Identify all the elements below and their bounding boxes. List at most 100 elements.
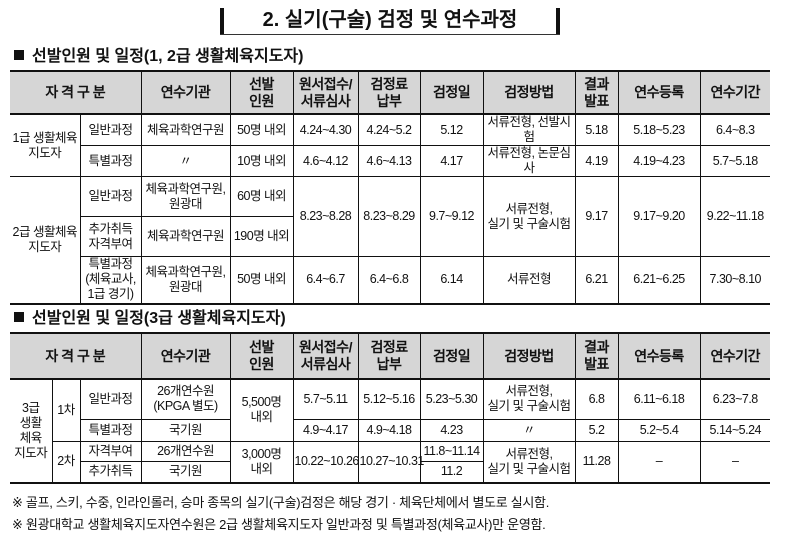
table-cell: 5.18: [574, 113, 619, 146]
table-cell: 추가취득: [79, 460, 142, 484]
table-cell: 5,500명 내외: [229, 378, 294, 442]
table-cell: 〃: [482, 418, 576, 442]
column-header: 자 격 구 분: [10, 333, 142, 380]
column-header: 검정일: [419, 71, 484, 115]
table-cell: 추가취득 자격부여: [79, 216, 142, 257]
table-cell: 6.8: [574, 378, 619, 420]
table-cell: 11.28: [574, 440, 619, 484]
table-cell: 10.27~10.31: [357, 440, 424, 484]
table-cell: 체육과학연구원, 원광대: [140, 256, 231, 304]
schedule-table-level-3: 자 격 구 분 연수기관 선발 인원 원서접수/ 서류심사 검정료 납부 검정일 검정방법 결…: [10, 332, 771, 484]
table-row: 추가취득 국기원 11.2: [10, 460, 770, 484]
table-cell: 4.24~5.2: [357, 113, 421, 146]
table-cell: 10.22~10.26: [292, 440, 359, 484]
column-header: 선발 인원: [229, 333, 294, 380]
table-row: 2차 자격부여 26개연수원 3,000명 내외 10.22~10.26 10.27~10…: [10, 440, 771, 484]
table-cell: 서류전형, 실기 및 구술시험: [482, 176, 576, 257]
table-cell: 서류전형, 실기 및 구술시험: [482, 440, 576, 484]
table-cell: 9.17~9.20: [617, 176, 701, 257]
section1-heading-text: 선발인원 및 일정(1, 2급 생활체육지도자): [32, 48, 304, 65]
column-header: 연수등록: [617, 333, 701, 380]
table-cell: –: [699, 440, 771, 484]
table-cell: 26개연수원: [140, 440, 231, 462]
table-cell: 9.22~11.18: [699, 176, 771, 257]
column-header: 검정료 납부: [357, 71, 421, 115]
table-cell: 2급 생활체육 지도자: [10, 176, 81, 304]
column-header: 검정방법: [482, 71, 576, 115]
table-cell: 3급 생활 체육 지도자: [10, 378, 53, 484]
table-cell: 5.14~5.24: [699, 418, 771, 442]
table-cell: 서류전형, 실기 및 구술시험: [482, 378, 576, 420]
table-cell: 6.4~6.7: [292, 256, 359, 304]
column-header: 연수기관: [140, 71, 231, 115]
table-cell: 6.21: [574, 256, 619, 304]
table-cell: 국기원: [140, 460, 231, 484]
table-cell: 26개연수원 (KPGA 별도): [140, 378, 231, 420]
column-header: 검정료 납부: [357, 333, 421, 380]
table-cell: 5.2: [574, 418, 619, 442]
table-cell: 서류전형, 선발시험: [482, 113, 576, 146]
table-cell: 서류전형, 논문심사: [482, 145, 576, 177]
table-header-row: 자 격 구 분 연수기관 선발 인원 원서접수/ 서류심사 검정료 납부 검정일 검정방법 결…: [10, 333, 771, 380]
table-cell: 8.23~8.29: [357, 176, 421, 257]
table-cell: 3,000명 내외: [229, 440, 294, 484]
section2-heading-text: 선발인원 및 일정(3급 생활체육지도자): [32, 310, 286, 327]
table-row: 추가취득 자격부여 체육과학연구원 190명 내외: [10, 216, 770, 257]
table-cell: –: [617, 440, 701, 484]
column-header: 연수기간: [699, 333, 771, 380]
table-cell: 9.17: [574, 176, 619, 257]
table-cell: 서류전형: [482, 256, 576, 304]
table-cell: 11.2: [419, 460, 484, 484]
table-row: 특별과정 (체육교사, 1급 경기) 체육과학연구원, 원광대 50명 내외 6.4~…: [10, 256, 771, 304]
table-cell: 6.23~7.8: [699, 378, 771, 420]
table-cell: 6.4~8.3: [699, 113, 771, 146]
table-cell: 5.7~5.11: [292, 378, 359, 420]
table-cell: 4.19~4.23: [617, 145, 701, 177]
column-header: 원서접수/ 서류심사: [292, 333, 359, 380]
table-row: 1급 생활체육 지도자 일반과정 체육과학연구원 50명 내외 4.24~4.30 4.2…: [10, 113, 771, 177]
table-cell: 4.6~4.12: [292, 145, 359, 177]
table-cell: 국기원: [140, 418, 231, 442]
table-cell: 2차: [51, 440, 81, 484]
table-cell: 6.4~6.8: [357, 256, 421, 304]
table-cell: 5.7~5.18: [699, 145, 771, 177]
table-cell: 체육과학연구원: [140, 113, 231, 146]
table-cell: 5.2~5.4: [617, 418, 701, 442]
table-cell: 4.9~4.18: [357, 418, 421, 442]
table-row: 특별과정 〃 10명 내외 4.6~4.12 4.6~4.13 4.17 서류전형, 논문심…: [10, 145, 771, 177]
section2-heading: 선발인원 및 일정(3급 생활체육지도자): [14, 304, 286, 328]
column-header: 검정일: [419, 333, 484, 380]
table-cell: 4.17: [419, 145, 484, 177]
table-cell: 50명 내외: [229, 256, 294, 304]
table-cell: 특별과정: [79, 145, 142, 177]
table-cell: 6.11~6.18: [617, 378, 701, 420]
table-cell: 일반과정: [79, 378, 142, 420]
table-cell: 190명 내외: [229, 216, 294, 257]
table-cell: 5.18~5.23: [617, 113, 701, 146]
table-cell: 7.30~8.10: [699, 256, 771, 304]
table-cell: 60명 내외: [229, 176, 294, 217]
table-cell: 4.19: [574, 145, 619, 177]
table-cell: 4.24~4.30: [292, 113, 359, 146]
column-header: 연수기간: [699, 71, 771, 115]
table-cell: 자격부여: [79, 440, 142, 462]
table-row: 3급 생활 체육 지도자 1차 일반과정 26개연수원 (KPGA 별도) 5,500명…: [10, 378, 771, 484]
column-header: 검정방법: [482, 333, 576, 380]
table-cell: 4.23: [419, 418, 484, 442]
section1-heading: 선발인원 및 일정(1, 2급 생활체육지도자): [14, 42, 303, 66]
title-text: 2. 실기(구술) 검정 및 연수과정: [262, 9, 518, 31]
table-cell: 11.8~11.14: [419, 440, 484, 462]
title-bar-left: [220, 8, 224, 34]
title-bar-right: [556, 8, 560, 34]
square-bullet-icon: [14, 312, 24, 322]
table-cell: 일반과정: [79, 176, 142, 217]
column-header: 원서접수/ 서류심사: [292, 71, 359, 115]
table-header-row: 자 격 구 분 연수기관 선발 인원 원서접수/ 서류심사 검정료 납부 검정일 검정방법 결…: [10, 71, 771, 115]
column-header: 자 격 구 분: [10, 71, 142, 115]
note-2: ※ 원광대학교 생활체육지도자연수원은 2급 생활체육지도자 일반과정 및 특별…: [12, 517, 546, 532]
column-header: 결과 발표: [574, 333, 619, 380]
table-row: 특별과정 국기원 4.9~4.17 4.9~4.18 4.23 〃 5.2 5.2~5.4 5.…: [10, 418, 771, 442]
table-cell: 6.21~6.25: [617, 256, 701, 304]
column-header: 선발 인원: [229, 71, 294, 115]
table-cell: 50명 내외: [229, 113, 294, 146]
